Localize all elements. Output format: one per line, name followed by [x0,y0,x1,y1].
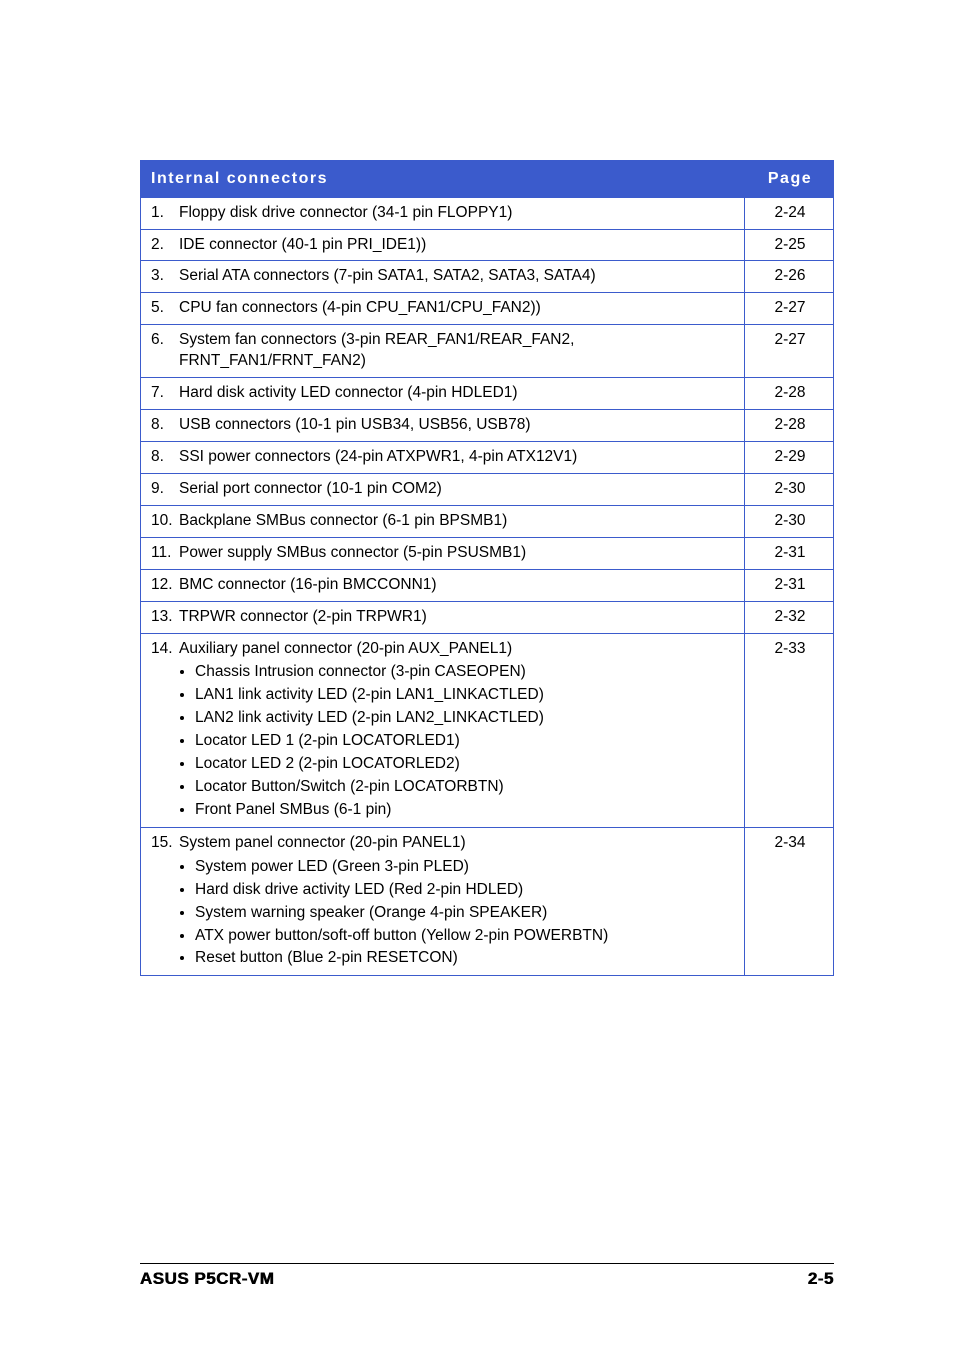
row-description: 14.Auxiliary panel connector (20-pin AUX… [141,633,745,827]
row-text: Auxiliary panel connector (20-pin AUX_PA… [179,639,512,660]
row-description: 9.Serial port connector (10-1 pin COM2) [141,473,745,505]
sublist-item: Front Panel SMBus (6-1 pin) [195,799,736,822]
row-description: 15.System panel connector (20-pin PANEL1… [141,827,745,976]
row-description: 6.System fan connectors (3-pin REAR_FAN1… [141,325,745,378]
row-description: 5.CPU fan connectors (4-pin CPU_FAN1/CPU… [141,293,745,325]
table-row: 7.Hard disk activity LED connector (4-pi… [141,378,834,410]
row-description: 11.Power supply SMBus connector (5-pin P… [141,537,745,569]
row-text: USB connectors (10-1 pin USB34, USB56, U… [179,415,531,436]
row-number: 11. [151,543,179,564]
sublist-item: LAN1 link activity LED (2-pin LAN1_LINKA… [195,684,736,707]
row-page: 2-30 [745,505,834,537]
sublist-item: Locator LED 2 (2-pin LOCATORLED2) [195,753,736,776]
row-number: 14. [151,639,179,660]
sublist-item: Locator LED 1 (2-pin LOCATORLED1) [195,730,736,753]
row-description: 10.Backplane SMBus connector (6-1 pin BP… [141,505,745,537]
row-number: 5. [151,298,179,319]
sublist-item: ATX power button/soft-off button (Yellow… [195,925,736,948]
row-page: 2-30 [745,473,834,505]
row-description: 1.Floppy disk drive connector (34-1 pin … [141,197,745,229]
table-row: 15.System panel connector (20-pin PANEL1… [141,827,834,976]
row-page: 2-28 [745,410,834,442]
table-row: 8.SSI power connectors (24-pin ATXPWR1, … [141,441,834,473]
row-number: 13. [151,607,179,628]
row-description: 3.Serial ATA connectors (7-pin SATA1, SA… [141,261,745,293]
row-sublist: Chassis Intrusion connector (3-pin CASEO… [151,661,736,821]
row-description: 8.SSI power connectors (24-pin ATXPWR1, … [141,441,745,473]
row-number: 1. [151,203,179,224]
sublist-item: LAN2 link activity LED (2-pin LAN2_LINKA… [195,707,736,730]
table-row: 10.Backplane SMBus connector (6-1 pin BP… [141,505,834,537]
row-text: Hard disk activity LED connector (4-pin … [179,383,518,404]
row-text: System panel connector (20-pin PANEL1) [179,833,466,854]
row-page: 2-26 [745,261,834,293]
header-label: Internal connectors [141,161,745,198]
row-page: 2-31 [745,537,834,569]
row-text: System fan connectors (3-pin REAR_FAN1/R… [179,330,736,372]
row-number: 3. [151,266,179,287]
row-page: 2-29 [745,441,834,473]
row-description: 13.TRPWR connector (2-pin TRPWR1) [141,601,745,633]
row-text: Serial ATA connectors (7-pin SATA1, SATA… [179,266,596,287]
table-row: 8.USB connectors (10-1 pin USB34, USB56,… [141,410,834,442]
row-description: 8.USB connectors (10-1 pin USB34, USB56,… [141,410,745,442]
row-description: 2.IDE connector (40-1 pin PRI_IDE1)) [141,229,745,261]
row-text: TRPWR connector (2-pin TRPWR1) [179,607,427,628]
footer-product: ASUS P5CR-VM [140,1269,274,1289]
row-number: 9. [151,479,179,500]
row-description: 12.BMC connector (16-pin BMCCONN1) [141,569,745,601]
row-number: 2. [151,235,179,256]
table-row: 3.Serial ATA connectors (7-pin SATA1, SA… [141,261,834,293]
row-text: CPU fan connectors (4-pin CPU_FAN1/CPU_F… [179,298,541,319]
row-number: 8. [151,415,179,436]
header-page: Page [745,161,834,198]
table-row: 6.System fan connectors (3-pin REAR_FAN1… [141,325,834,378]
sublist-item: Reset button (Blue 2-pin RESETCON) [195,947,736,970]
page-footer: ASUS P5CR-VM 2-5 [0,1263,954,1289]
row-page: 2-32 [745,601,834,633]
row-description: 7.Hard disk activity LED connector (4-pi… [141,378,745,410]
row-page: 2-31 [745,569,834,601]
table-row: 12.BMC connector (16-pin BMCCONN1)2-31 [141,569,834,601]
row-page: 2-27 [745,293,834,325]
row-text: Power supply SMBus connector (5-pin PSUS… [179,543,526,564]
row-page: 2-27 [745,325,834,378]
row-number: 8. [151,447,179,468]
sublist-item: System warning speaker (Orange 4-pin SPE… [195,902,736,925]
sublist-item: Hard disk drive activity LED (Red 2-pin … [195,879,736,902]
row-text: Backplane SMBus connector (6-1 pin BPSMB… [179,511,507,532]
sublist-item: System power LED (Green 3-pin PLED) [195,856,736,879]
table-row: 11.Power supply SMBus connector (5-pin P… [141,537,834,569]
table-row: 5.CPU fan connectors (4-pin CPU_FAN1/CPU… [141,293,834,325]
row-page: 2-34 [745,827,834,976]
sublist-item: Locator Button/Switch (2-pin LOCATORBTN) [195,776,736,799]
footer-page-number: 2-5 [808,1269,834,1289]
table-row: 9.Serial port connector (10-1 pin COM2)2… [141,473,834,505]
row-text: Serial port connector (10-1 pin COM2) [179,479,442,500]
sublist-item: Chassis Intrusion connector (3-pin CASEO… [195,661,736,684]
table-row: 13.TRPWR connector (2-pin TRPWR1)2-32 [141,601,834,633]
row-sublist: System power LED (Green 3-pin PLED)Hard … [151,856,736,971]
table-row: 14.Auxiliary panel connector (20-pin AUX… [141,633,834,827]
table-header-row: Internal connectors Page [141,161,834,198]
row-number: 7. [151,383,179,404]
row-page: 2-25 [745,229,834,261]
row-text: Floppy disk drive connector (34-1 pin FL… [179,203,512,224]
table-row: 2.IDE connector (40-1 pin PRI_IDE1))2-25 [141,229,834,261]
row-number: 15. [151,833,179,854]
internal-connectors-table: Internal connectors Page 1.Floppy disk d… [140,160,834,976]
row-number: 6. [151,330,179,372]
row-number: 10. [151,511,179,532]
row-page: 2-28 [745,378,834,410]
row-text: SSI power connectors (24-pin ATXPWR1, 4-… [179,447,577,468]
table-row: 1.Floppy disk drive connector (34-1 pin … [141,197,834,229]
row-page: 2-33 [745,633,834,827]
row-number: 12. [151,575,179,596]
row-page: 2-24 [745,197,834,229]
row-text: IDE connector (40-1 pin PRI_IDE1)) [179,235,426,256]
row-text: BMC connector (16-pin BMCCONN1) [179,575,437,596]
